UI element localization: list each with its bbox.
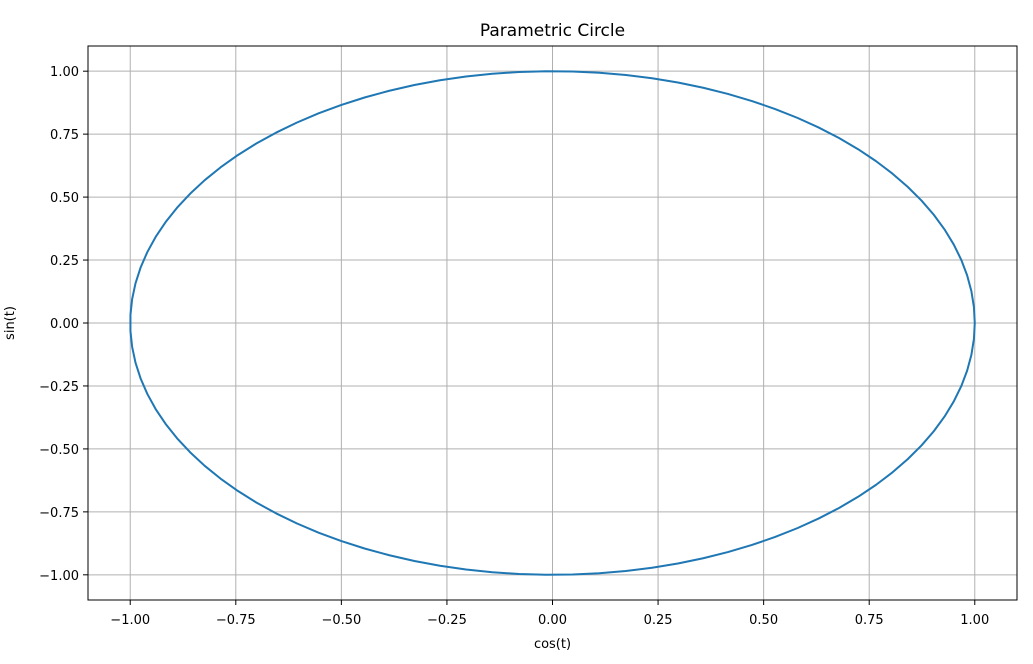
circle-series-line — [129, 70, 976, 576]
y-tick-label: 0.50 — [50, 191, 79, 206]
y-tick-label: −0.75 — [39, 506, 79, 521]
y-axis-label: sin(t) — [3, 306, 18, 340]
y-tick-label: 1.00 — [50, 65, 79, 80]
y-tick-label: −0.25 — [39, 380, 79, 395]
chart-title: Parametric Circle — [480, 21, 625, 41]
x-axis-label: cos(t) — [534, 637, 571, 652]
series-layer — [129, 70, 976, 576]
x-tick-label: 0.75 — [855, 613, 884, 628]
x-tick-label: −1.00 — [110, 613, 150, 628]
x-tick-label: −0.75 — [216, 613, 256, 628]
x-tick-label: 1.00 — [960, 613, 989, 628]
y-tick-label: −0.50 — [39, 443, 79, 458]
x-tick-label: 0.50 — [749, 613, 778, 628]
y-tick-label: 0.00 — [50, 317, 79, 332]
x-tick-labels: −1.00 −0.75 −0.50 −0.25 0.00 0.25 0.50 0.75 1.00 — [110, 613, 989, 628]
x-tick-label: −0.25 — [427, 613, 467, 628]
x-tick-label: −0.50 — [321, 613, 361, 628]
y-tick-labels: −1.00 −0.75 −0.50 −0.25 0.00 0.25 0.50 0.75 1.00 — [39, 65, 79, 584]
x-tick-label: 0.25 — [644, 613, 673, 628]
x-tick-label: 0.00 — [538, 613, 567, 628]
tick-marks — [83, 70, 976, 605]
y-tick-label: −1.00 — [39, 569, 79, 584]
y-tick-label: 0.75 — [50, 128, 79, 143]
y-tick-label: 0.25 — [50, 254, 79, 269]
